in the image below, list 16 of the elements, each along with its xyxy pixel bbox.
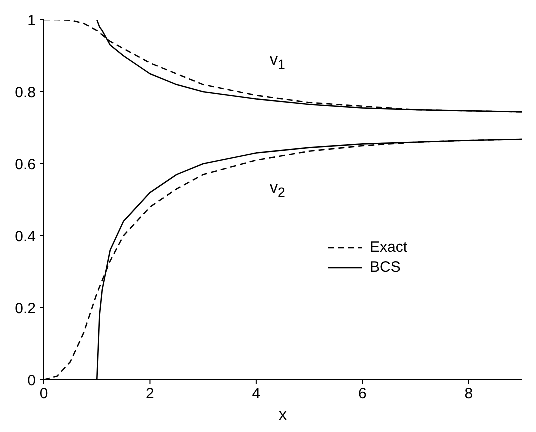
x-axis-title: x [279,407,287,424]
annotation: v$_{1}$ [270,52,286,72]
x-tick-label: 8 [464,386,474,403]
x-tick-label: 6 [358,386,367,403]
y-tick-label: 0.4 [15,228,36,246]
y-tick-label: 0.2 [15,300,36,318]
y-tick-label: 0.6 [15,156,36,174]
x-tick-label: 0 [40,386,48,403]
annotation: v$_{2}$ [270,180,286,200]
x-tick-label: 2 [146,386,154,403]
legend-label: BCS [370,258,401,278]
y-tick-label: 0.8 [15,84,36,102]
y-tick-label: 0 [28,372,36,390]
legend-label: Exact [370,238,408,258]
x-tick-label: 4 [252,386,261,403]
y-tick-label: 1 [28,12,36,30]
